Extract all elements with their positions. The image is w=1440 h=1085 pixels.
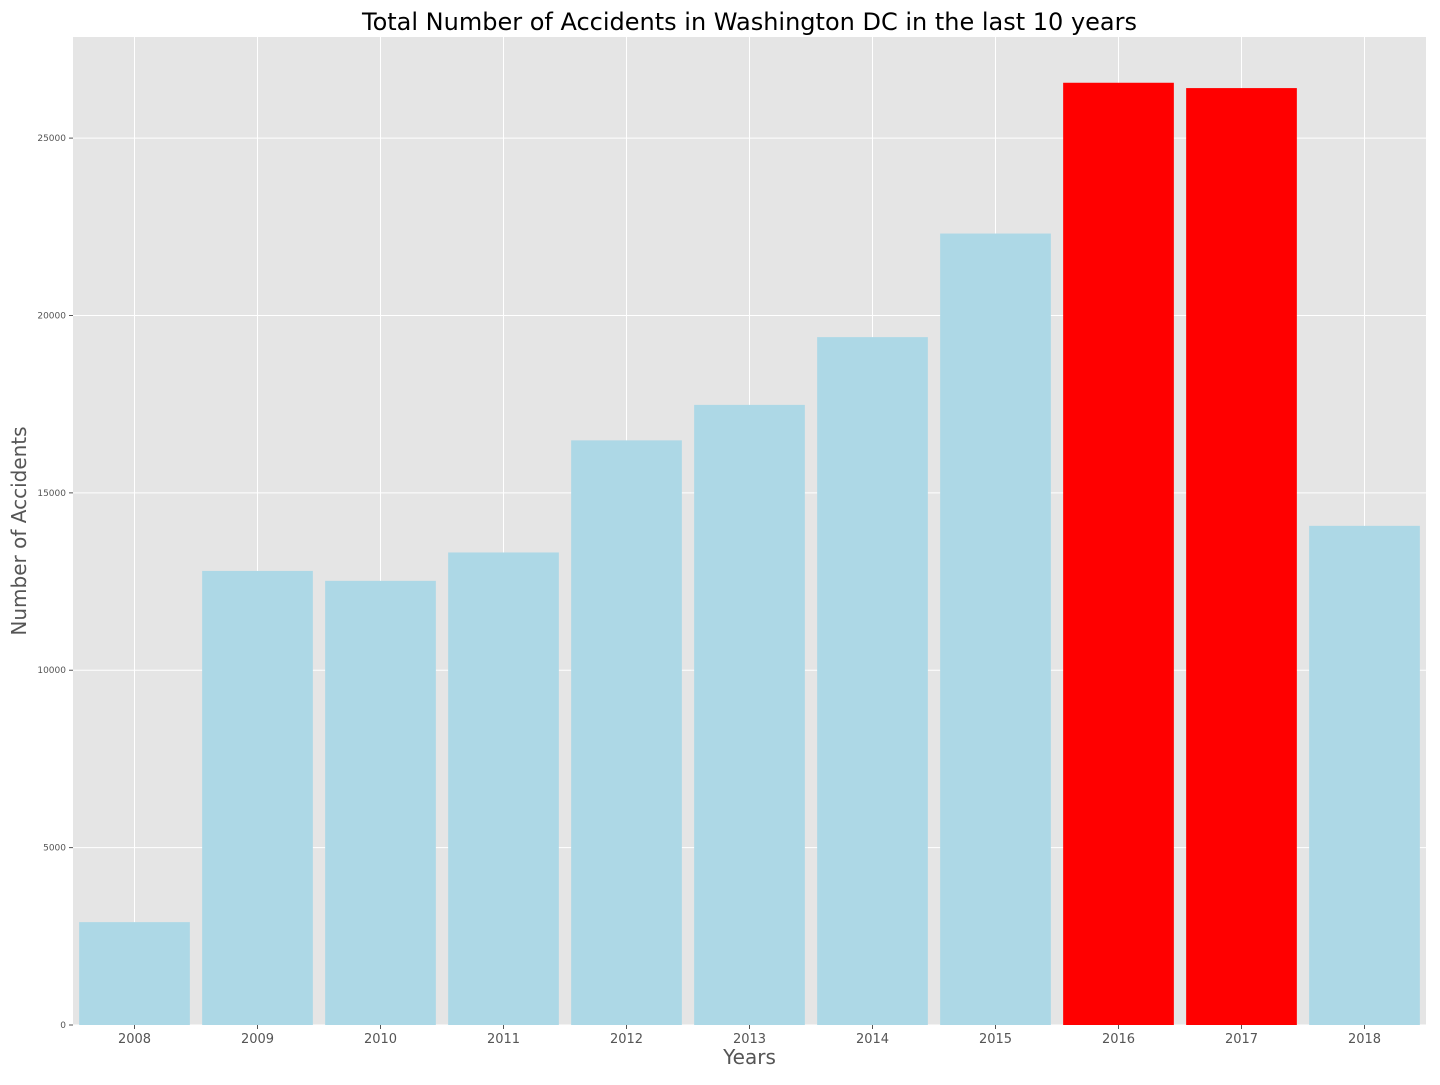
bar-2014 xyxy=(817,337,928,1025)
bar-2011 xyxy=(448,552,559,1025)
x-tick-label: 2010 xyxy=(364,1032,397,1047)
y-tick-label: 20000 xyxy=(37,311,66,321)
bar-2010 xyxy=(325,580,436,1025)
x-tick-label: 2016 xyxy=(1102,1032,1135,1047)
y-tick-label: 0 xyxy=(60,1021,66,1031)
x-tick-label: 2011 xyxy=(487,1032,520,1047)
x-axis-ticks: 2008 2009 2010 2011 2012 2013 2014 2015 2016 2017… xyxy=(118,1025,1381,1047)
x-tick-label: 2013 xyxy=(733,1032,766,1047)
y-axis-ticks: 0 5000 10000 15000 20000 25000 xyxy=(37,134,73,1031)
y-tick-label: 10000 xyxy=(37,666,66,676)
bar-2015 xyxy=(940,233,1051,1026)
chart-title: Total Number of Accidents in Washington … xyxy=(361,8,1137,36)
x-tick-label: 2008 xyxy=(118,1032,151,1047)
bar-2009 xyxy=(202,570,313,1025)
x-tick-label: 2017 xyxy=(1225,1032,1258,1047)
x-tick-label: 2018 xyxy=(1348,1032,1381,1047)
y-tick-label: 25000 xyxy=(37,134,66,144)
bar-2008 xyxy=(79,922,190,1025)
y-tick-label: 5000 xyxy=(43,844,66,854)
bar-2016 xyxy=(1063,82,1174,1025)
x-tick-label: 2014 xyxy=(856,1032,889,1047)
bar-2018 xyxy=(1309,525,1420,1025)
x-tick-label: 2015 xyxy=(979,1032,1012,1047)
bars xyxy=(79,82,1420,1026)
bar-2013 xyxy=(694,404,805,1025)
bar-2017 xyxy=(1186,88,1297,1026)
x-tick-label: 2012 xyxy=(610,1032,643,1047)
bar-2012 xyxy=(571,440,682,1025)
x-axis-label: Years xyxy=(722,1045,776,1069)
y-tick-label: 15000 xyxy=(37,489,66,499)
y-axis-label: Number of Accidents xyxy=(7,426,31,635)
x-tick-label: 2009 xyxy=(241,1032,274,1047)
